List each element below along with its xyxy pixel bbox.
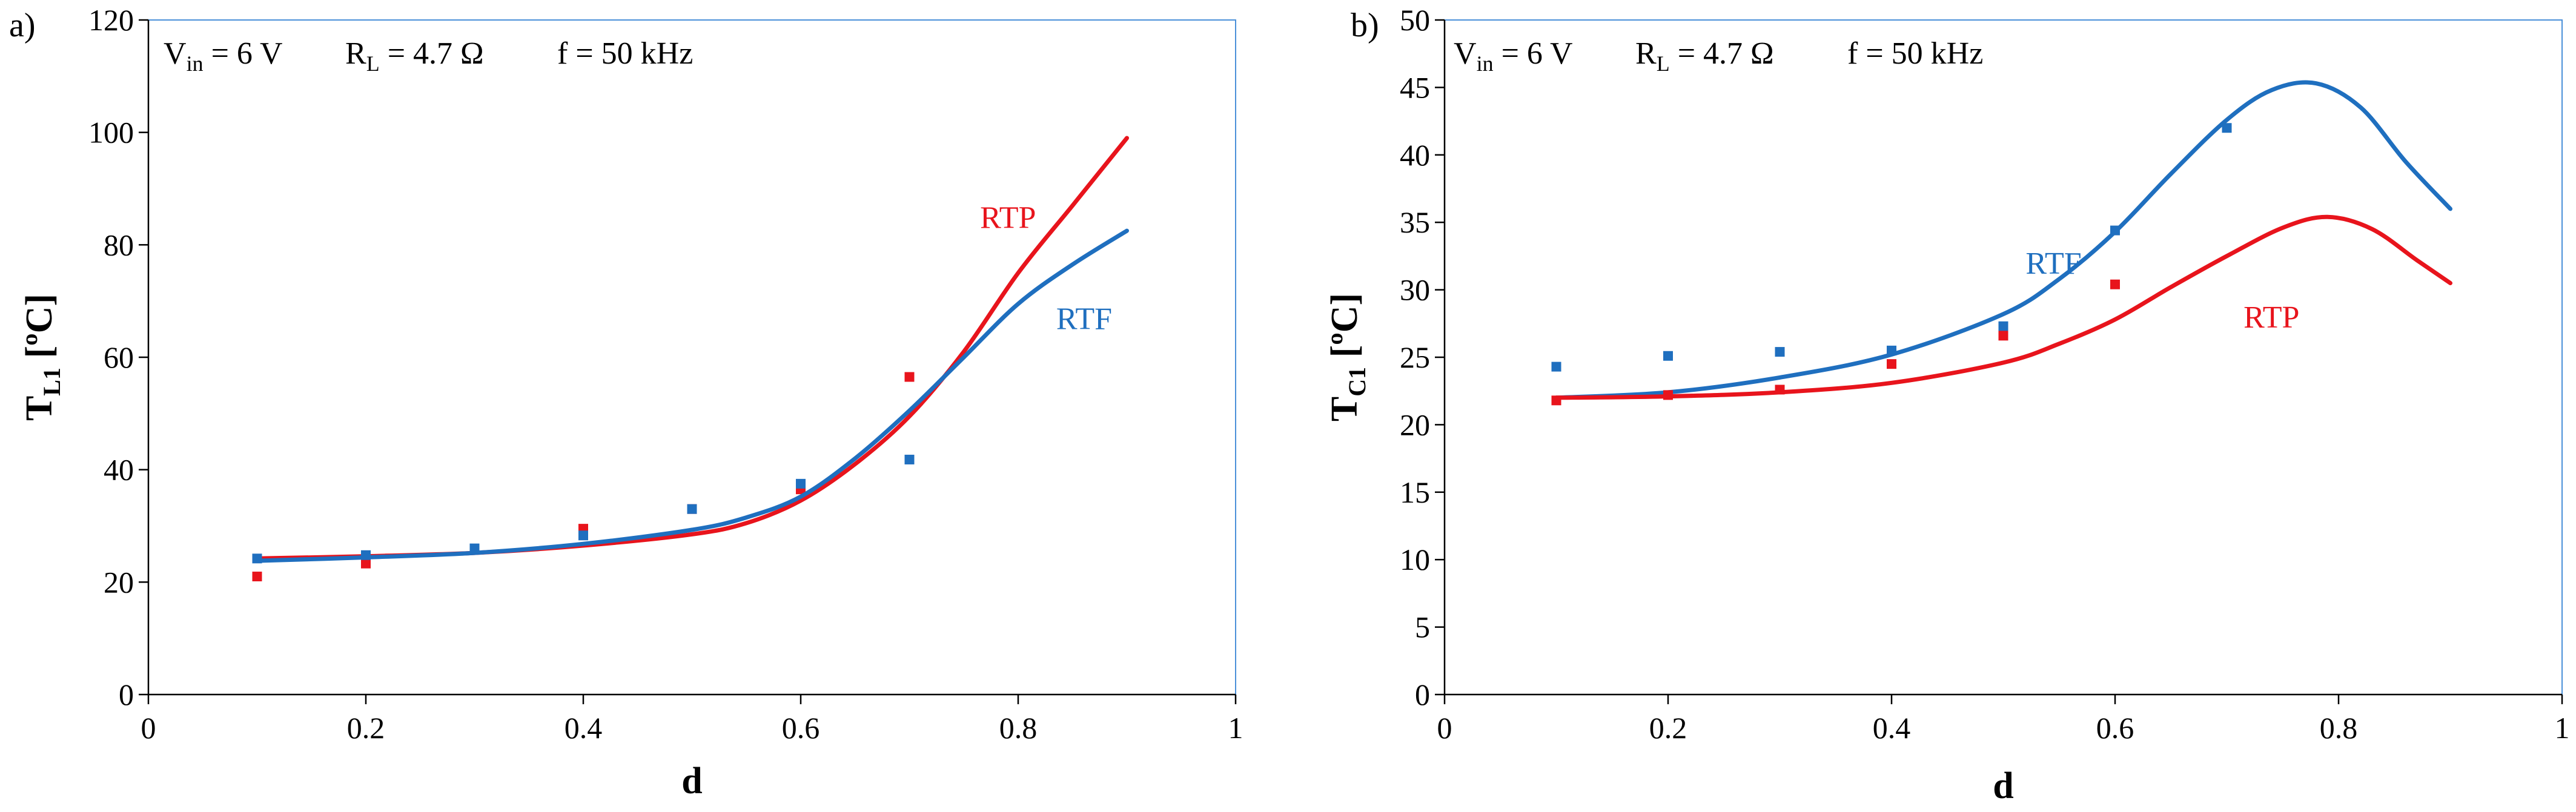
y-tick-label: 50 [1400, 3, 1430, 37]
y-axis-label: TC1 [ºC] [1324, 293, 1371, 421]
x-tick-label: 0.2 [1649, 711, 1687, 745]
series-line-rtf [1554, 80, 2452, 400]
chart-panel-a: 0 20 40 60 80 100 120 0 0.2 0.4 0.6 0.8 1 d TL1 [ºC] a)… [9, 3, 1243, 802]
x-tick-label: 0.2 [347, 711, 385, 745]
series-line-rtf [255, 228, 1129, 563]
y-tick-label: 30 [1400, 273, 1430, 307]
data-point-rtf [1551, 361, 1561, 372]
data-point-rtp [1663, 390, 1673, 400]
y-tick-label: 20 [104, 565, 134, 599]
y-tick-label: 20 [1400, 408, 1430, 441]
annotation-rl-symbol: R [1635, 36, 1657, 71]
x-tick-label: 0.4 [1873, 711, 1911, 745]
data-point-rtf [469, 543, 480, 553]
annotation-frequency: f = 50 kHz [1847, 36, 1983, 71]
annotation-vin: Vin = 6 V [164, 36, 283, 76]
data-point-rtf [361, 550, 371, 560]
y-tick-label: 10 [1400, 543, 1430, 576]
y-axis-label-subscript: L1 [38, 368, 65, 396]
y-tick-label: 80 [104, 228, 134, 262]
data-point-rtp [1775, 385, 1785, 395]
x-axis-label: d [681, 761, 702, 802]
annotation-rl-subscript: L [366, 51, 380, 76]
data-point-rtp [252, 572, 262, 582]
data-point-rtp [1998, 331, 2008, 341]
x-tick-label: 0 [1437, 711, 1452, 745]
data-point-rtp [361, 558, 371, 569]
plot-area-border [1444, 19, 2563, 695]
data-point-rtf [578, 530, 588, 541]
y-tick-label: 60 [104, 340, 134, 374]
data-point-rtf [1663, 351, 1673, 361]
annotation-vin-symbol: V [1454, 36, 1477, 71]
annotation-vin: Vin = 6 V [1454, 36, 1573, 76]
series-label-rtp: RTP [2243, 300, 2299, 335]
y-tick-label: 5 [1415, 610, 1430, 644]
plot-area-border [148, 19, 1236, 695]
annotation-rl-value: = 4.7 Ω [1670, 36, 1774, 71]
x-tick-label: 1 [1228, 711, 1243, 745]
data-point-rtf [2222, 123, 2232, 133]
x-tick-label: 1 [2555, 711, 2570, 745]
data-point-rtf [904, 454, 915, 464]
x-axis-label: d [1993, 765, 2013, 807]
y-tick-label: 25 [1400, 340, 1430, 374]
series-label-rtf: RTF [1056, 302, 1112, 337]
chart-panel-b: 0 5 10 15 20 25 30 35 40 45 50 0 0.2 0.4 0.6 0.8 1 d TC1 [… [1324, 3, 2570, 807]
y-axis-label: TL1 [ºC] [19, 294, 65, 421]
data-point-rtf [1998, 321, 2008, 331]
data-point-rtp [1551, 395, 1561, 406]
y-axis-label-unit: [ºC] [19, 294, 60, 368]
annotation-vin-subscript: in [1477, 51, 1494, 76]
y-tick-label: 0 [1415, 678, 1430, 711]
x-tick-label: 0.6 [782, 711, 820, 745]
panel-label: a) [9, 7, 36, 44]
annotation-rl-subscript: L [1657, 51, 1670, 76]
x-tick-label: 0.4 [565, 711, 603, 745]
annotation-vin-value: = 6 V [204, 36, 283, 71]
y-tick-label: 45 [1400, 70, 1430, 104]
annotation-rl-symbol: R [345, 36, 366, 71]
data-point-rtf [252, 553, 262, 564]
y-tick-label: 15 [1400, 475, 1430, 509]
panel-label: b) [1351, 7, 1379, 44]
annotation-vin-symbol: V [164, 36, 187, 71]
x-tick-label: 0.6 [2096, 711, 2134, 745]
annotation-rl-value: = 4.7 Ω [380, 36, 484, 71]
y-tick-label: 100 [88, 116, 134, 150]
y-tick-label: 40 [1400, 138, 1430, 172]
series-line-rtp [1554, 214, 2452, 400]
data-point-rtp [2110, 279, 2120, 289]
y-tick-label: 35 [1400, 205, 1430, 239]
data-point-rtf [1887, 345, 1896, 355]
data-point-rtf [796, 478, 806, 489]
data-point-rtf [687, 504, 697, 514]
annotation-vin-value: = 6 V [1494, 36, 1573, 71]
y-axis-label-unit: [ºC] [1324, 293, 1365, 367]
data-point-rtf [1775, 347, 1785, 357]
y-tick-label: 40 [104, 453, 134, 487]
x-tick-label: 0.8 [2320, 711, 2358, 745]
x-tick-label: 0 [141, 711, 156, 745]
series-label-rtp: RTP [980, 200, 1036, 235]
annotation-rl: RL = 4.7 Ω [345, 36, 484, 76]
data-point-rtp [904, 372, 915, 382]
y-tick-label: 120 [88, 3, 134, 37]
y-axis-label-subscript: C1 [1343, 367, 1371, 397]
annotation-rl: RL = 4.7 Ω [1635, 36, 1774, 76]
annotation-frequency: f = 50 kHz [557, 36, 693, 71]
y-axis-label-main: T [19, 396, 60, 421]
data-point-rtp [1887, 359, 1896, 369]
y-tick-label: 0 [119, 678, 134, 711]
x-tick-label: 0.8 [999, 711, 1038, 745]
y-axis-label-main: T [1324, 397, 1365, 421]
data-point-rtf [2110, 225, 2120, 236]
series-label-rtf: RTF [2025, 246, 2081, 281]
annotation-vin-subscript: in [187, 51, 204, 76]
